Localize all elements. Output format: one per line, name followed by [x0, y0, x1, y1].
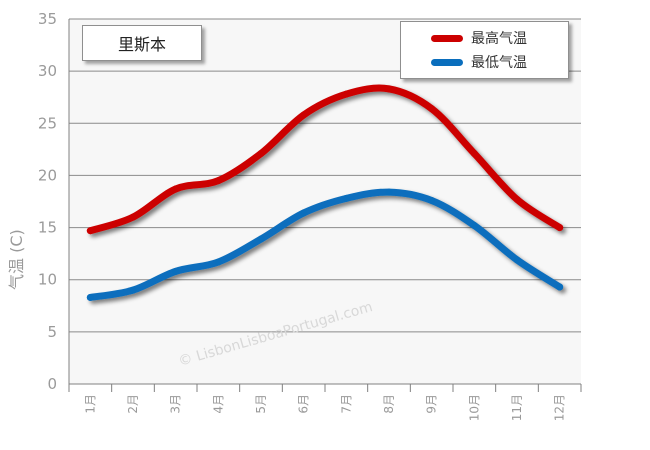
legend-item-min: 最低气温	[401, 50, 568, 74]
x-tick-label: 6月	[297, 394, 311, 414]
data-point	[385, 85, 393, 93]
data-point	[428, 105, 436, 113]
y-tick-label: 0	[47, 375, 57, 393]
data-point	[86, 293, 94, 301]
series-line	[86, 84, 564, 235]
x-tick-label: 8月	[382, 394, 396, 414]
x-tick-label: 10月	[467, 394, 481, 421]
x-tick-label: 9月	[425, 394, 439, 414]
chart-title-text: 里斯本	[117, 35, 166, 54]
data-point	[470, 221, 478, 229]
data-point	[385, 188, 393, 196]
legend-label-min: 最低气温	[471, 55, 527, 71]
data-point	[257, 150, 265, 158]
data-point	[257, 235, 265, 243]
legend-swatch-max	[431, 34, 463, 42]
chart-title: 里斯本	[82, 25, 202, 61]
y-tick-label: 35	[38, 10, 57, 28]
data-point	[86, 227, 94, 235]
y-tick-label: 25	[38, 114, 57, 132]
x-tick-labels: 1月 2月 3月 4月 5月 6月 7月 8月 9月 10月 11月 12月	[83, 394, 566, 421]
legend-item-max: 最高气温	[401, 26, 568, 50]
y-tick-label: 20	[38, 166, 57, 184]
legend-label-max: 最高气温	[471, 31, 527, 47]
axes	[68, 19, 582, 392]
x-tick-label: 12月	[553, 394, 567, 421]
data-point	[513, 256, 521, 264]
x-tick-label: 5月	[254, 394, 268, 414]
x-tick-label: 7月	[339, 394, 353, 414]
data-point	[214, 258, 222, 266]
data-point	[172, 267, 180, 275]
legend: 最高气温 最低气温	[400, 21, 569, 79]
data-point	[428, 196, 436, 204]
y-tick-label: 10	[38, 271, 57, 289]
x-tick-label: 2月	[126, 394, 140, 414]
y-axis-label: 气温 (C)	[7, 229, 26, 290]
data-point	[556, 224, 564, 232]
series-max	[86, 84, 564, 235]
y-tick-labels: 0 5 10 15 20 25 30 35	[38, 10, 57, 393]
series-layer	[86, 84, 564, 301]
data-point	[214, 177, 222, 185]
x-tick-label: 11月	[510, 394, 524, 421]
data-point	[342, 90, 350, 98]
data-point	[300, 209, 308, 217]
data-point	[172, 185, 180, 193]
data-point	[129, 213, 137, 221]
data-point	[513, 195, 521, 203]
x-tick-label: 3月	[169, 394, 183, 414]
y-tick-label: 30	[38, 62, 57, 80]
series-min	[86, 188, 564, 301]
y-tick-label: 15	[38, 219, 57, 237]
legend-swatch-min	[431, 58, 463, 66]
data-point	[129, 286, 137, 294]
data-point	[342, 194, 350, 202]
data-point	[556, 283, 564, 291]
x-tick-label: 1月	[83, 394, 97, 414]
series-line	[86, 188, 564, 301]
x-tick-label: 4月	[211, 394, 225, 414]
data-point	[300, 111, 308, 119]
y-tick-label: 5	[47, 323, 57, 341]
data-point	[470, 150, 478, 158]
